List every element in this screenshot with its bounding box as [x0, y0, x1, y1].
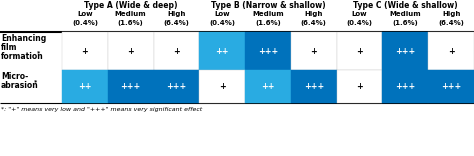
Bar: [154, 32, 200, 70]
Text: (6.4%): (6.4%): [301, 20, 327, 26]
Bar: [200, 32, 245, 70]
Text: ++: ++: [216, 46, 229, 56]
Text: +++: +++: [304, 82, 324, 91]
Text: +++: +++: [441, 82, 461, 91]
Bar: [200, 70, 245, 103]
Text: (1.6%): (1.6%): [118, 20, 144, 26]
Bar: [383, 70, 428, 103]
Text: ++: ++: [78, 82, 91, 91]
Text: +++: +++: [395, 82, 415, 91]
Bar: [337, 32, 383, 70]
Text: +++: +++: [258, 46, 278, 56]
Text: Low: Low: [352, 11, 367, 17]
Text: *: *: [37, 50, 40, 55]
Text: +++: +++: [395, 46, 415, 56]
Text: +: +: [128, 46, 134, 56]
Bar: [154, 70, 200, 103]
Bar: [383, 32, 428, 70]
Text: +: +: [219, 82, 226, 91]
Text: Low: Low: [214, 11, 230, 17]
Text: (0.4%): (0.4%): [72, 20, 98, 26]
Text: Low: Low: [77, 11, 93, 17]
Bar: [245, 70, 291, 103]
Text: Type B (Narrow & shallow): Type B (Narrow & shallow): [210, 1, 325, 10]
Text: +: +: [356, 82, 363, 91]
Text: +: +: [310, 46, 317, 56]
Bar: [428, 32, 474, 70]
Text: Medium: Medium: [115, 11, 146, 17]
Bar: [62, 70, 108, 103]
Text: Medium: Medium: [252, 11, 284, 17]
Text: *: *: [34, 79, 37, 84]
Text: High: High: [305, 11, 323, 17]
Text: film: film: [1, 43, 18, 52]
Text: +: +: [173, 46, 180, 56]
Bar: [291, 32, 337, 70]
Text: +: +: [448, 46, 455, 56]
Text: +++: +++: [120, 82, 141, 91]
Text: (1.6%): (1.6%): [255, 20, 281, 26]
Text: abrasion: abrasion: [1, 81, 39, 90]
Text: +: +: [82, 46, 88, 56]
Text: Enhancing: Enhancing: [1, 34, 46, 43]
Text: (1.6%): (1.6%): [392, 20, 418, 26]
Bar: [291, 70, 337, 103]
Text: (0.4%): (0.4%): [346, 20, 373, 26]
Text: (6.4%): (6.4%): [164, 20, 190, 26]
Bar: [108, 70, 154, 103]
Text: +++: +++: [166, 82, 187, 91]
Bar: [108, 32, 154, 70]
Text: (0.4%): (0.4%): [209, 20, 235, 26]
Text: Micro-: Micro-: [1, 72, 28, 81]
Text: Medium: Medium: [390, 11, 421, 17]
Bar: [245, 32, 291, 70]
Text: *: "+" means very low and "+++" means very significant effect: *: "+" means very low and "+++" means ve…: [1, 107, 202, 112]
Text: High: High: [442, 11, 460, 17]
Text: Type C (Wide & shallow): Type C (Wide & shallow): [353, 1, 457, 10]
Text: ++: ++: [261, 82, 275, 91]
Text: formation: formation: [1, 52, 44, 61]
Text: High: High: [167, 11, 186, 17]
Bar: [428, 70, 474, 103]
Bar: [337, 70, 383, 103]
Text: Type A (Wide & deep): Type A (Wide & deep): [84, 1, 177, 10]
Text: (6.4%): (6.4%): [438, 20, 464, 26]
Bar: [62, 32, 108, 70]
Text: +: +: [356, 46, 363, 56]
